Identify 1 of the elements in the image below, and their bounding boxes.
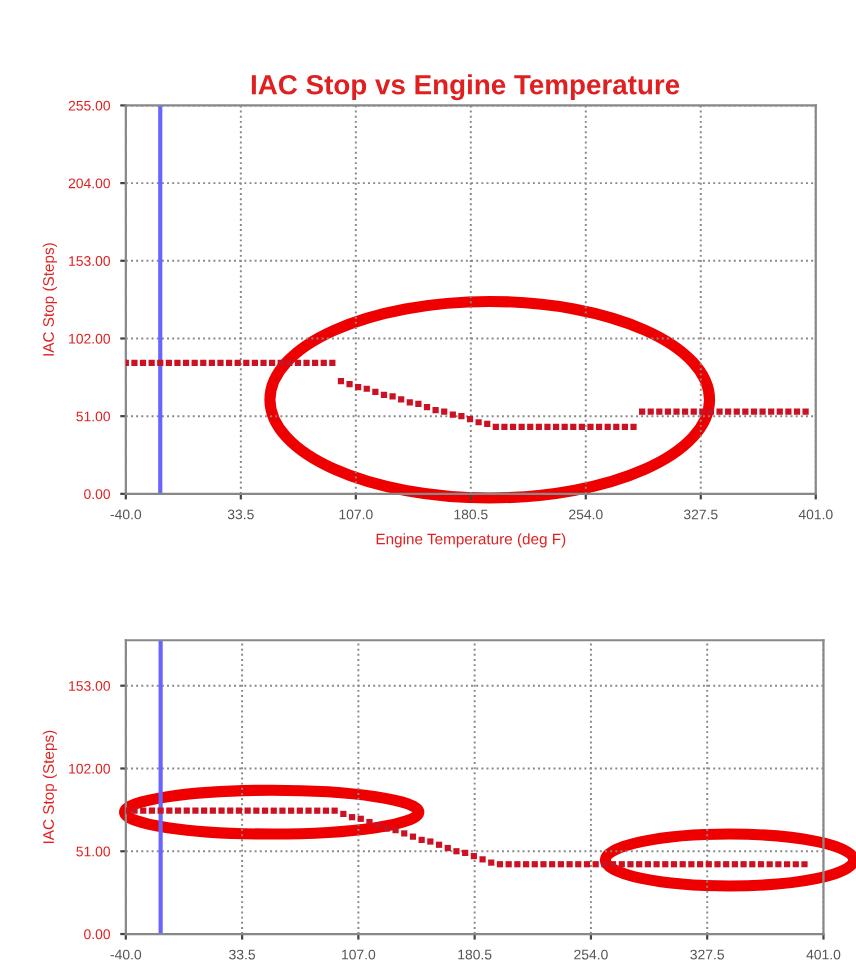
chart-title: IAC Stop vs Engine Temperature xyxy=(251,74,680,101)
